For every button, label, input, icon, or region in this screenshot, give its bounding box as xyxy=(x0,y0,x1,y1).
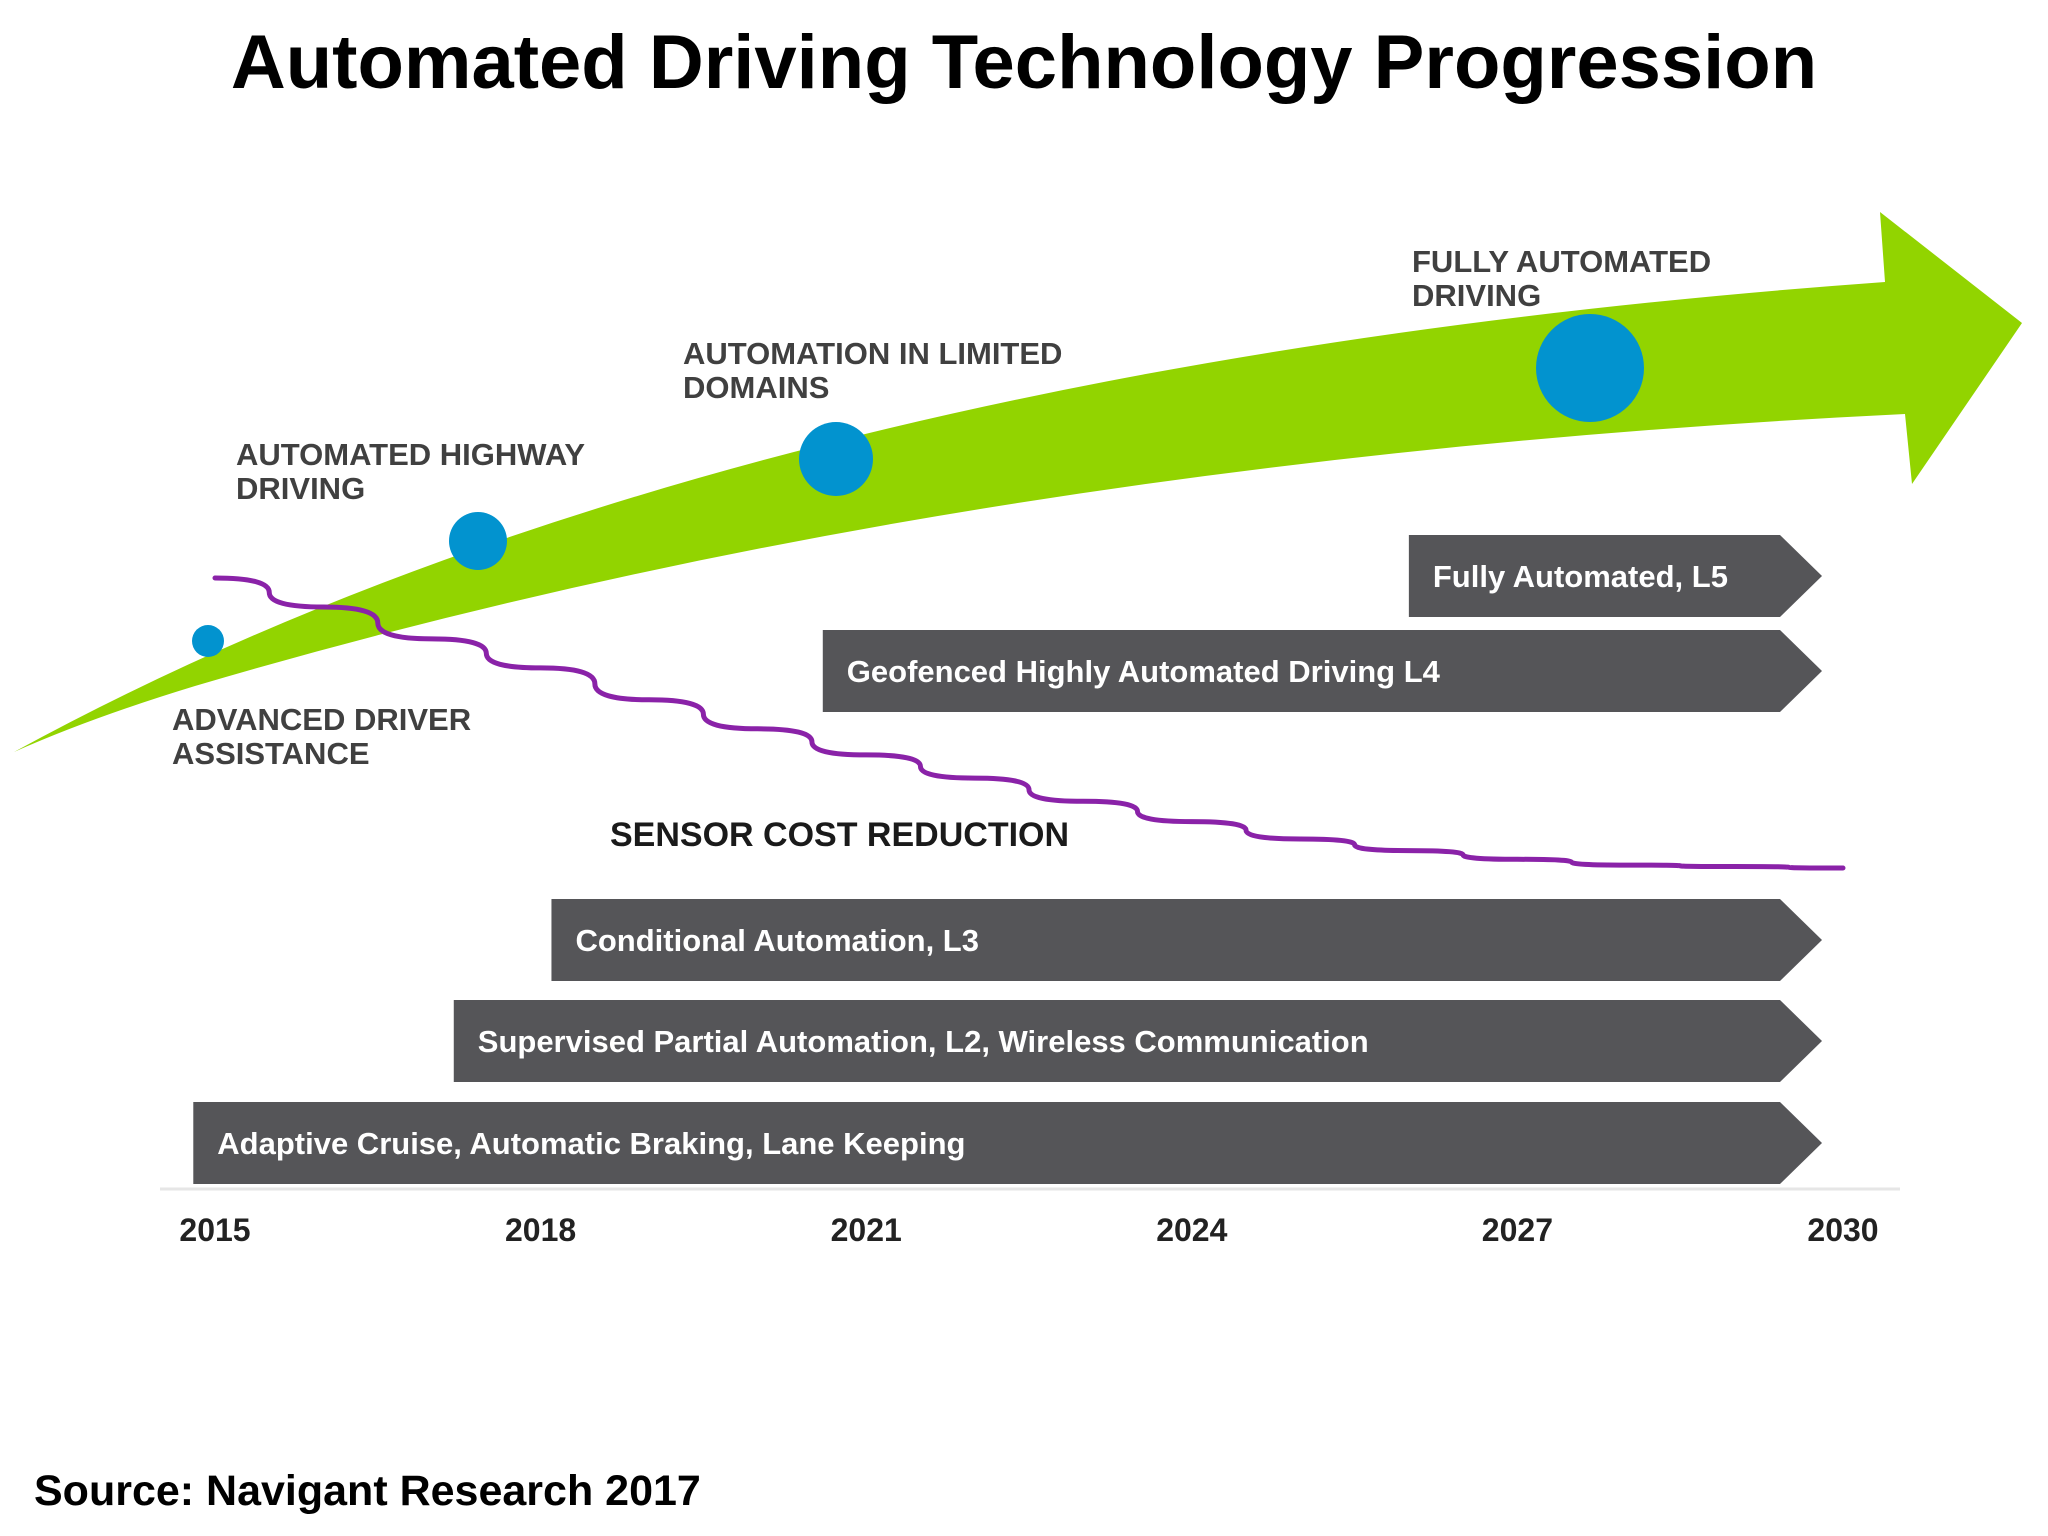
level-bar xyxy=(551,899,1822,981)
milestone-dot xyxy=(1536,314,1644,422)
level-bar xyxy=(453,1000,1823,1082)
milestone-dot xyxy=(799,422,873,496)
sensor-cost-label: SENSOR COST REDUCTION xyxy=(610,816,1069,854)
x-tick-label: 2024 xyxy=(1156,1212,1227,1248)
milestone-label: AUTOMATION IN LIMITED xyxy=(683,336,1062,371)
x-tick-label: 2027 xyxy=(1482,1212,1553,1248)
sensor-cost-layer: SENSOR COST REDUCTION xyxy=(212,575,1846,871)
growth-arrow-layer xyxy=(14,212,2022,752)
milestone-label: ADVANCED DRIVER xyxy=(172,702,471,737)
x-axis: 2015 2018 2021 2024 2027 2030 xyxy=(160,1187,1900,1248)
milestone-label: DRIVING xyxy=(236,471,365,506)
growth-arrow xyxy=(14,212,2022,752)
milestone-label: DOMAINS xyxy=(683,370,829,405)
level-bar-label: Adaptive Cruise, Automatic Braking, Lane… xyxy=(217,1126,965,1161)
milestone-label: DRIVING xyxy=(1412,278,1541,313)
source-note: Source: Navigant Research 2017 xyxy=(34,1467,701,1515)
sensor-cost-line xyxy=(212,575,1846,871)
milestone-dot xyxy=(192,625,224,657)
x-tick-label: 2021 xyxy=(831,1212,902,1248)
level-bar-label: Geofenced Highly Automated Driving L4 xyxy=(847,654,1441,689)
x-tick-label: 2018 xyxy=(505,1212,576,1248)
level-bar xyxy=(1408,535,1822,617)
milestone-label: AUTOMATED HIGHWAY xyxy=(236,437,585,472)
level-bar-label: Fully Automated, L5 xyxy=(1433,559,1728,594)
level-bar xyxy=(193,1102,1822,1184)
x-tick-label: 2015 xyxy=(179,1212,250,1248)
milestone-dot xyxy=(449,512,507,570)
milestone-label: ASSISTANCE xyxy=(172,736,370,771)
chart-title: Automated Driving Technology Progression xyxy=(231,20,1817,105)
level-bar xyxy=(822,630,1822,712)
level-bar-label: Conditional Automation, L3 xyxy=(575,923,979,958)
level-bar-label: Supervised Partial Automation, L2, Wirel… xyxy=(478,1024,1369,1059)
milestone-label: FULLY AUTOMATED xyxy=(1412,244,1711,279)
level-bars-layer: Fully Automated, L5 Geofenced Highly Auto… xyxy=(193,535,1823,1184)
x-tick-label: 2030 xyxy=(1807,1212,1878,1248)
